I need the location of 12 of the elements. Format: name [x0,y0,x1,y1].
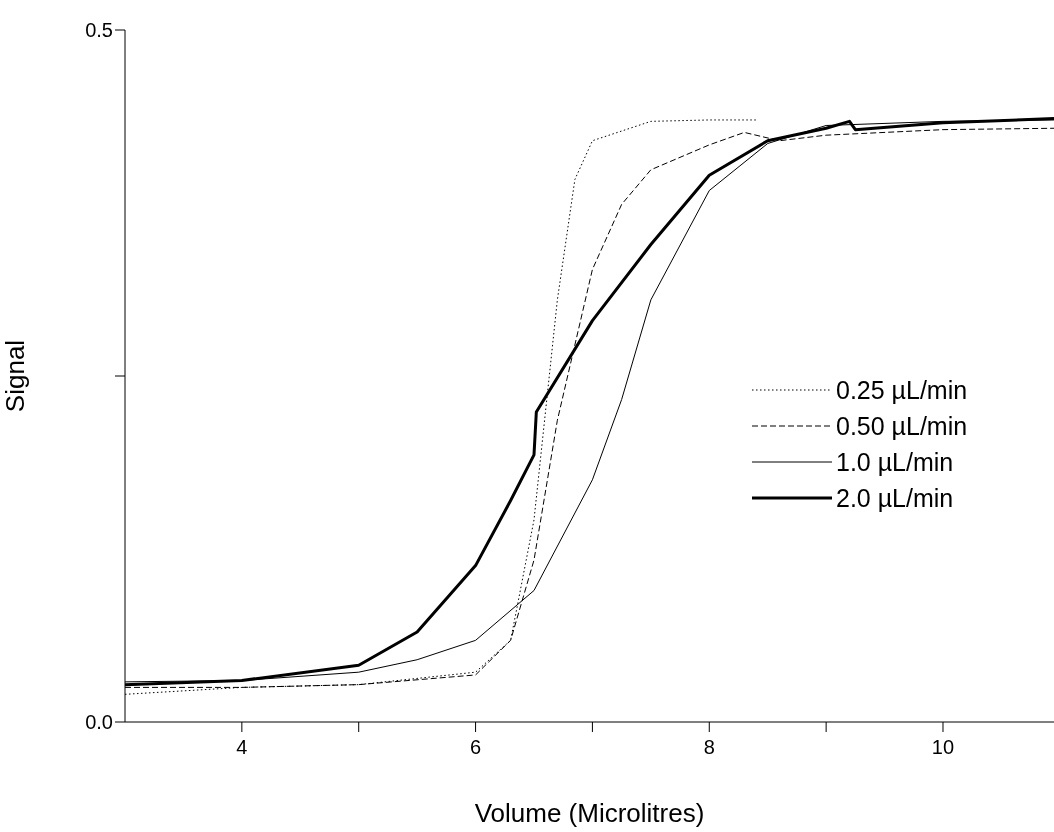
legend-label: 2.0 µL/min [836,483,954,513]
x-tick-label: 4 [236,736,248,759]
legend-label: 1.0 µL/min [836,447,954,477]
legend-label: 0.50 µL/min [836,411,968,441]
legend-label: 0.25 µL/min [836,375,968,405]
x-tick-label: 10 [931,736,955,759]
x-tick-label: 6 [470,736,482,759]
y-tick-label: 0.0 [85,711,113,734]
x-axis-title: Volume (Microlitres) [474,798,705,828]
y-tick-label: 0.5 [85,19,113,42]
y-axis-title: Signal [0,339,31,413]
x-tick-label: 8 [703,736,715,759]
